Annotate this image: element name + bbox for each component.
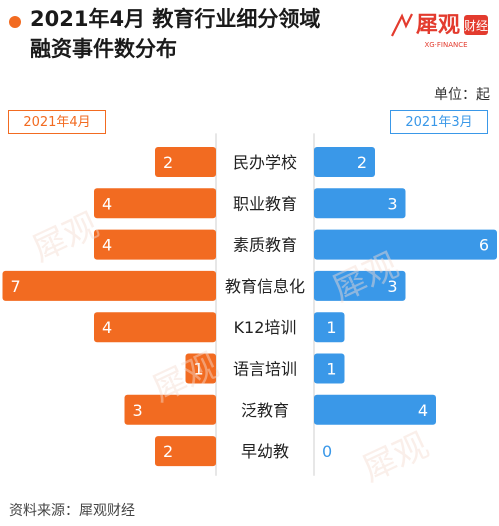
category-label: 教育信息化 bbox=[225, 277, 305, 296]
title-line-2: 融资事件数分布 bbox=[30, 37, 177, 61]
bar-2021-03 bbox=[314, 147, 375, 177]
bar-2021-04 bbox=[185, 353, 216, 384]
title-dot bbox=[9, 16, 21, 28]
bar-2021-04 bbox=[155, 436, 216, 467]
value-label-2021-03: 3 bbox=[387, 194, 397, 213]
category-label: K12培训 bbox=[234, 318, 297, 337]
value-label-2021-03: 6 bbox=[479, 236, 489, 255]
value-label-2021-03: 0 bbox=[322, 442, 332, 461]
bar-2021-04 bbox=[94, 188, 216, 219]
value-label-2021-04: 1 bbox=[194, 360, 204, 379]
category-box bbox=[220, 353, 310, 384]
source-note: 资料来源：犀观财经 bbox=[9, 503, 135, 519]
bar-2021-04 bbox=[94, 229, 216, 260]
value-label-2021-04: 7 bbox=[11, 277, 21, 296]
value-label-2021-04: 4 bbox=[102, 318, 112, 337]
bar-2021-04 bbox=[2, 270, 216, 301]
value-label-2021-03: 2 bbox=[357, 153, 367, 172]
category-label: 语言培训 bbox=[233, 360, 297, 379]
title-line-1: 2021年4月 教育行业细分领域 bbox=[30, 7, 321, 31]
category-label: 早幼教 bbox=[241, 442, 289, 461]
category-box bbox=[220, 270, 310, 301]
category-box bbox=[220, 436, 310, 467]
bar-2021-03 bbox=[314, 394, 436, 425]
bar-2021-03 bbox=[314, 229, 497, 260]
category-label: 素质教育 bbox=[233, 236, 297, 255]
unit-label: 单位：起 bbox=[434, 87, 490, 103]
bar-2021-03 bbox=[314, 353, 345, 384]
brand-logo: 犀观 财经 XG·FINANCE bbox=[391, 13, 488, 49]
category-label: 职业教育 bbox=[233, 194, 297, 213]
category-box bbox=[220, 188, 310, 219]
category-box bbox=[220, 229, 310, 260]
category-box bbox=[220, 394, 310, 425]
bar-2021-04 bbox=[155, 147, 216, 177]
logo-main-text: 犀观 bbox=[416, 13, 460, 38]
value-label-2021-03: 1 bbox=[326, 360, 336, 379]
logo-badge bbox=[464, 15, 488, 35]
logo-mark-icon bbox=[391, 13, 413, 37]
value-label-2021-04: 2 bbox=[163, 153, 173, 172]
bar-2021-03 bbox=[314, 270, 406, 301]
category-label: 泛教育 bbox=[241, 401, 289, 420]
value-label-2021-04: 3 bbox=[133, 401, 143, 420]
legend-right: 2021年3月 bbox=[390, 110, 488, 134]
bar-2021-04 bbox=[124, 394, 216, 425]
category-label: 民办学校 bbox=[233, 153, 297, 172]
value-label-2021-04: 2 bbox=[163, 442, 173, 461]
logo-badge-text: 财经 bbox=[464, 19, 488, 33]
value-label-2021-04: 4 bbox=[102, 194, 112, 213]
value-label-2021-03: 1 bbox=[326, 318, 336, 337]
value-label-2021-03: 4 bbox=[418, 401, 428, 420]
legend-left: 2021年4月 bbox=[8, 110, 106, 134]
value-label-2021-04: 4 bbox=[102, 236, 112, 255]
logo-sub-text: XG·FINANCE bbox=[424, 41, 467, 49]
value-label-2021-03: 3 bbox=[387, 277, 397, 296]
bar-2021-03 bbox=[314, 188, 406, 219]
category-box bbox=[220, 312, 310, 343]
butterfly-chart: 2 2 民办学校 4 3 职业教育 4 6 素质教育 7 3 教育信息化 4 1 K12培训 1 1 语言培训 3 4… bbox=[2, 133, 497, 476]
chart-title: 2021年4月 教育行业细分领域 融资事件数分布 bbox=[30, 4, 370, 64]
bar-2021-04 bbox=[94, 312, 216, 343]
category-box bbox=[220, 147, 310, 177]
bar-2021-03 bbox=[314, 312, 345, 343]
